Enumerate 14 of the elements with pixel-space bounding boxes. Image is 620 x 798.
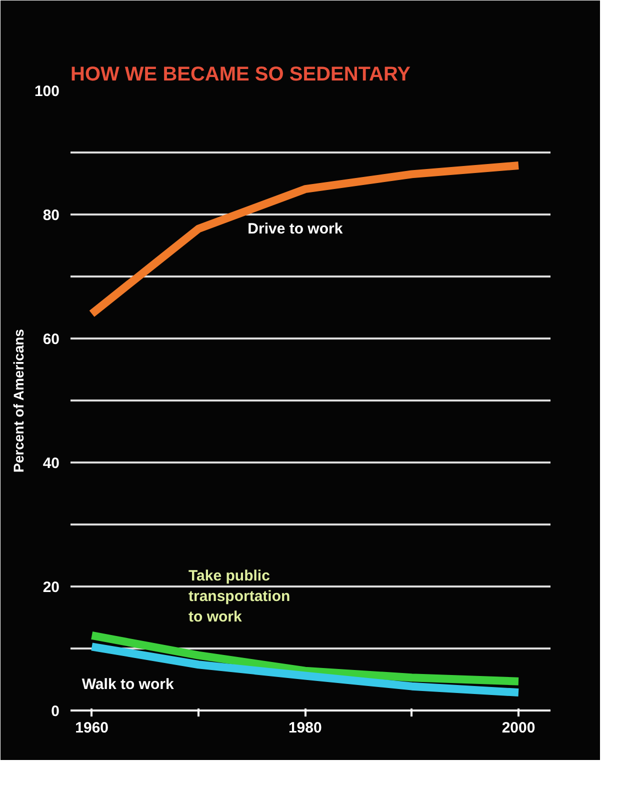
x-tick-label: 1980	[288, 720, 322, 736]
series-label: Walk to work	[82, 676, 174, 694]
y-axis-title: Percent of Americans	[10, 328, 26, 472]
y-tick-label: 80	[42, 207, 60, 224]
series-label: Take public transportation to work	[188, 568, 290, 626]
y-tick-label: 0	[51, 703, 60, 720]
y-tick-label: 40	[42, 455, 60, 472]
x-tick-label: 1960	[75, 720, 109, 736]
series-label: Drive to work	[248, 220, 344, 238]
y-tick-label: 20	[42, 579, 60, 596]
chart-title: HOW WE BECAME SO SEDENTARY	[70, 64, 412, 86]
y-tick-label: 60	[42, 331, 60, 348]
y-tick-label: 100	[34, 83, 60, 100]
x-tick-label: 2000	[502, 720, 536, 736]
